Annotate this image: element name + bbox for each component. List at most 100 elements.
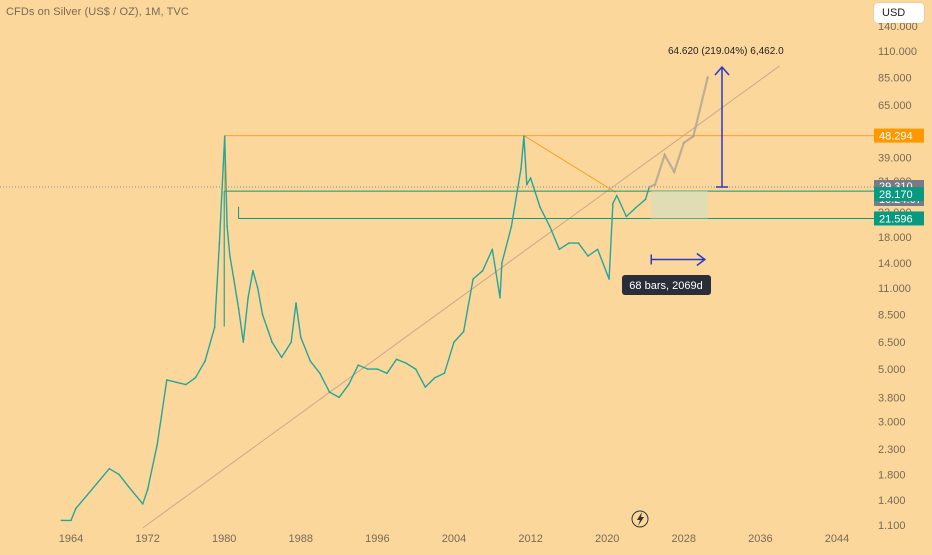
price-point bbox=[520, 168, 522, 170]
price-point bbox=[247, 297, 249, 299]
price-point bbox=[281, 357, 283, 359]
price-point bbox=[109, 468, 111, 470]
y-tick-label: 6.500 bbox=[878, 337, 906, 349]
price-tag-label: 28.170 bbox=[879, 189, 913, 201]
price-point bbox=[568, 242, 570, 244]
y-tick-label: 2.300 bbox=[878, 444, 906, 456]
price-point bbox=[195, 377, 197, 379]
price-point bbox=[118, 473, 120, 475]
price-point bbox=[252, 270, 254, 272]
price-point bbox=[405, 362, 407, 364]
price-point bbox=[243, 341, 245, 343]
y-tick-label: 3.800 bbox=[878, 392, 906, 404]
y-tick-label: 8.500 bbox=[878, 309, 906, 321]
price-point bbox=[214, 327, 216, 329]
x-tick-label: 2036 bbox=[748, 533, 772, 545]
price-point bbox=[219, 242, 221, 244]
price-point bbox=[185, 384, 187, 386]
price-point bbox=[329, 391, 331, 393]
price-point bbox=[424, 386, 426, 388]
y-tick-label: 11.000 bbox=[878, 283, 911, 295]
price-point bbox=[204, 360, 206, 362]
price-point bbox=[224, 135, 226, 137]
y-tick-label: 14.000 bbox=[878, 258, 912, 270]
price-point bbox=[75, 508, 77, 510]
price-point bbox=[128, 486, 130, 488]
price-point bbox=[348, 384, 350, 386]
price-point bbox=[156, 444, 158, 446]
price-point bbox=[626, 216, 628, 218]
price-point bbox=[70, 520, 72, 522]
projection-line bbox=[649, 77, 707, 187]
price-point bbox=[635, 207, 637, 209]
price-point bbox=[396, 358, 398, 360]
price-point bbox=[262, 314, 264, 316]
y-tick-label: 110.000 bbox=[878, 46, 917, 58]
price-point bbox=[319, 373, 321, 375]
price-point bbox=[295, 302, 297, 304]
price-point bbox=[338, 397, 340, 399]
price-point bbox=[499, 297, 501, 299]
price-point bbox=[290, 341, 292, 343]
price-point bbox=[511, 226, 513, 228]
price-point bbox=[142, 503, 144, 505]
price-point bbox=[492, 249, 494, 251]
price-point bbox=[226, 226, 228, 228]
price-point bbox=[386, 373, 388, 375]
price-tag-label: 48.294 bbox=[879, 131, 913, 143]
price-point bbox=[523, 135, 525, 137]
x-tick-label: 2004 bbox=[442, 533, 466, 545]
range-label: 68 bars, 2069d bbox=[629, 280, 702, 292]
price-point bbox=[526, 184, 528, 186]
price-point bbox=[377, 368, 379, 370]
y-tick-label: 1.400 bbox=[878, 495, 906, 507]
x-tick-label: 1996 bbox=[365, 533, 389, 545]
price-point bbox=[300, 337, 302, 339]
price-point bbox=[233, 278, 235, 280]
y-tick-label: 5.000 bbox=[878, 364, 906, 376]
projection-point bbox=[692, 135, 694, 137]
price-point bbox=[434, 377, 436, 379]
price-point bbox=[229, 255, 231, 257]
projection-point bbox=[673, 171, 675, 173]
price-point bbox=[257, 287, 259, 289]
x-tick-label: 2044 bbox=[825, 533, 849, 545]
price-point bbox=[645, 199, 647, 201]
projection-point bbox=[654, 184, 656, 186]
y-tick-label: 1.800 bbox=[878, 469, 906, 481]
price-point bbox=[559, 249, 561, 251]
y-tick-label: 39.000 bbox=[878, 153, 912, 165]
price-point bbox=[549, 226, 551, 228]
price-point bbox=[482, 270, 484, 272]
currency-button[interactable]: USD bbox=[874, 3, 924, 23]
x-tick-label: 2012 bbox=[518, 533, 542, 545]
price-point bbox=[608, 278, 610, 280]
diagonal-resistance-line bbox=[524, 136, 616, 193]
price-point bbox=[444, 373, 446, 375]
price-point bbox=[587, 255, 589, 257]
price-point bbox=[453, 341, 455, 343]
projection-point bbox=[683, 142, 685, 144]
price-point bbox=[176, 381, 178, 383]
y-tick-label: 18.000 bbox=[878, 232, 912, 244]
x-tick-label: 1964 bbox=[59, 533, 83, 545]
x-tick-label: 2028 bbox=[672, 533, 696, 545]
price-point bbox=[310, 360, 312, 362]
price-point bbox=[539, 207, 541, 209]
chart-title: CFDs on Silver (US$ / OZ), 1M, TVC bbox=[6, 6, 189, 18]
projection-point bbox=[664, 154, 666, 156]
y-tick-label: 85.000 bbox=[878, 72, 912, 84]
y-tick-label: 65.000 bbox=[878, 100, 912, 112]
x-tick-label: 1972 bbox=[135, 533, 159, 545]
target-zone bbox=[651, 191, 707, 218]
x-tick-label: 2020 bbox=[595, 533, 619, 545]
price-point bbox=[166, 379, 168, 381]
price-point bbox=[463, 331, 465, 333]
price-point bbox=[612, 203, 614, 205]
x-tick-label: 1980 bbox=[212, 533, 236, 545]
projection-point bbox=[707, 76, 709, 78]
price-point bbox=[147, 489, 149, 491]
price-point bbox=[357, 364, 359, 366]
y-tick-label: 3.000 bbox=[878, 417, 906, 429]
